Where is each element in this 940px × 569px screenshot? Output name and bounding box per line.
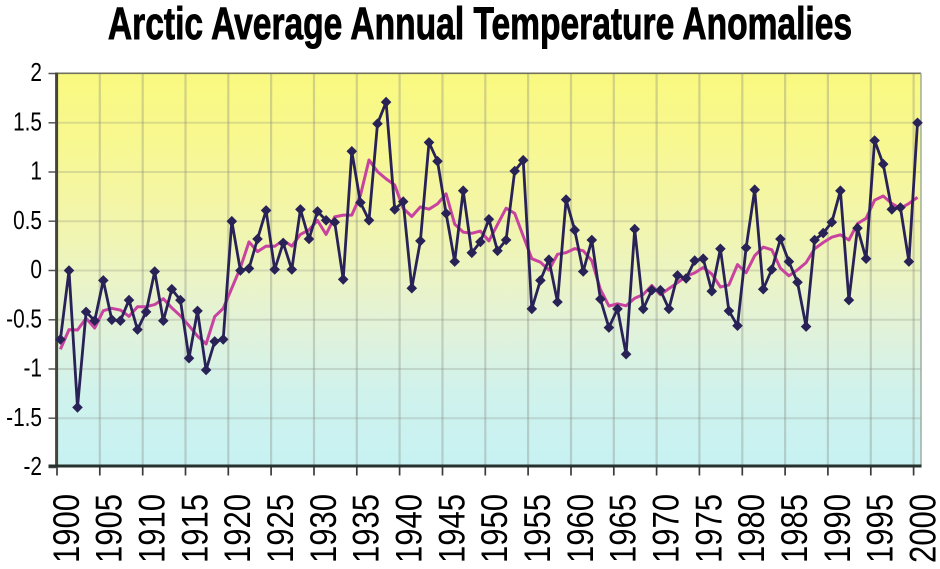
svg-text:1980: 1980 — [732, 494, 773, 563]
svg-text:0: 0 — [30, 255, 42, 284]
svg-text:-0.5: -0.5 — [6, 304, 42, 333]
svg-text:1930: 1930 — [303, 494, 344, 563]
svg-text:1940: 1940 — [389, 494, 430, 563]
svg-text:2: 2 — [30, 58, 42, 87]
svg-text:0.5: 0.5 — [13, 206, 42, 235]
svg-text:-1.5: -1.5 — [6, 403, 42, 432]
svg-text:1: 1 — [30, 156, 42, 185]
svg-text:1990: 1990 — [817, 494, 858, 563]
svg-text:1950: 1950 — [475, 494, 516, 563]
svg-text:1965: 1965 — [603, 494, 644, 563]
svg-text:Arctic Average Annual Temperat: Arctic Average Annual Temperature Anomal… — [108, 0, 852, 49]
svg-text:1910: 1910 — [132, 494, 173, 563]
svg-text:1960: 1960 — [560, 494, 601, 563]
svg-text:1915: 1915 — [175, 494, 216, 563]
svg-text:1900: 1900 — [46, 494, 87, 563]
svg-text:1945: 1945 — [432, 494, 473, 563]
svg-text:1970: 1970 — [646, 494, 687, 563]
svg-text:-2: -2 — [24, 452, 42, 481]
svg-text:1.5: 1.5 — [13, 107, 42, 136]
svg-text:-1: -1 — [24, 353, 42, 382]
svg-text:2000: 2000 — [903, 494, 940, 563]
svg-text:1985: 1985 — [775, 494, 816, 563]
svg-text:1935: 1935 — [346, 494, 387, 563]
svg-text:1920: 1920 — [218, 494, 259, 563]
svg-text:1995: 1995 — [860, 494, 901, 563]
svg-text:1905: 1905 — [89, 494, 130, 563]
svg-text:1975: 1975 — [689, 494, 730, 563]
svg-text:1925: 1925 — [261, 494, 302, 563]
svg-text:1955: 1955 — [518, 494, 559, 563]
